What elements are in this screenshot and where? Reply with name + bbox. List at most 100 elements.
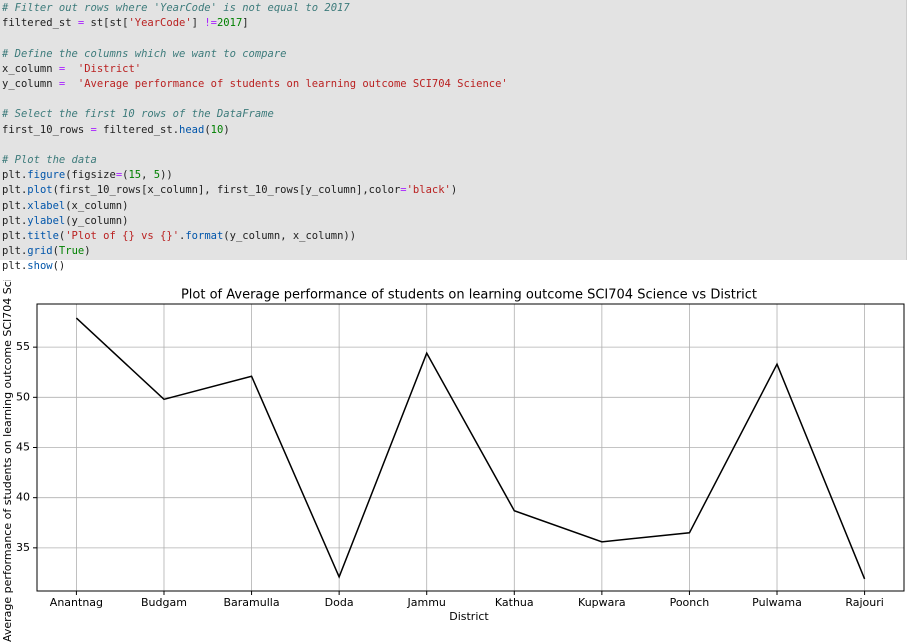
code-token: (x_column) <box>65 199 129 212</box>
code-token: plt. <box>2 245 28 258</box>
y-axis-label: Average performance of students on learn… <box>1 280 14 642</box>
code-token: (first_10_rows[x_column], first_10_rows[… <box>52 184 401 197</box>
code-line: plt.grid(True) <box>2 244 91 259</box>
code-token: plot <box>27 184 53 197</box>
x-tick-label: Jammu <box>407 596 446 609</box>
code-line: # Plot the data <box>2 153 97 168</box>
code-token: 'YearCode' <box>128 17 192 30</box>
code-token: 15 <box>128 169 142 182</box>
code-token: # Define the columns which we want to co… <box>2 47 287 60</box>
code-line: first_10_rows = filtered_st.head(10) <box>2 123 230 138</box>
code-token: 'Average performance of students on lear… <box>77 78 508 90</box>
code-token: = <box>58 62 66 75</box>
code-token: 'Plot of {} vs {}' <box>65 230 180 242</box>
code-token: y_column <box>2 78 59 90</box>
code-line: # Define the columns which we want to co… <box>2 47 286 62</box>
code-token: head <box>179 123 205 136</box>
code-token: ( <box>122 169 129 182</box>
code-token: ) <box>450 184 458 197</box>
code-token: # Plot the data <box>2 154 97 166</box>
x-axis-label: District <box>449 610 489 623</box>
code-token: plt. <box>2 230 28 242</box>
code-token: x_column <box>2 62 59 75</box>
code-token: show <box>27 260 53 273</box>
y-tick-label: 55 <box>16 340 30 353</box>
code-line: y_column = 'Average performance of stude… <box>2 77 508 92</box>
code-line: plt.figure(figsize=(15, 5)) <box>2 168 173 183</box>
code-token: first_10_rows <box>2 123 91 136</box>
code-line: # Select the first 10 rows of the DataFr… <box>2 107 274 122</box>
code-line: x_column = 'District' <box>2 62 141 77</box>
y-tick-label: 45 <box>16 441 30 454</box>
code-line: plt.ylabel(y_column) <box>2 214 128 229</box>
code-token: 10 <box>210 123 224 136</box>
x-tick-label: Anantnag <box>50 596 103 609</box>
code-token: plt. <box>2 169 28 182</box>
code-token: 'District' <box>77 62 142 75</box>
code-token: # Select the first 10 rows of the DataFr… <box>2 108 274 121</box>
code-cell[interactable]: # Filter out rows where 'YearCode' is no… <box>0 0 907 272</box>
code-token: )) <box>160 169 173 182</box>
code-token: grid <box>27 245 53 258</box>
code-token: filtered_st. <box>96 123 180 136</box>
code-token: st[st[ <box>84 17 129 30</box>
code-token: 5 <box>153 169 161 182</box>
x-tick-label: Rajouri <box>845 596 883 609</box>
code-token: (y_column, x_column)) <box>223 230 357 242</box>
x-tick-label: Doda <box>325 596 354 609</box>
code-line: plt.plot(first_10_rows[x_column], first_… <box>2 183 457 198</box>
code-token: != <box>204 17 217 30</box>
code-token: , <box>141 169 154 182</box>
code-token: = <box>90 123 97 136</box>
code-token: plt. <box>2 214 28 227</box>
code-token: = <box>400 184 407 197</box>
code-token: ) <box>223 123 230 136</box>
code-line: plt.title('Plot of {} vs {}'.format(y_co… <box>2 229 356 244</box>
code-token: ( <box>58 230 66 242</box>
data-line <box>75 317 866 580</box>
code-token: ] <box>242 17 249 30</box>
code-token: plt. <box>2 260 28 273</box>
code-token: ylabel <box>27 214 66 227</box>
code-token: (y_column) <box>65 214 129 227</box>
code-token: title <box>27 230 59 242</box>
y-tick-label: 40 <box>16 491 30 504</box>
x-tick-label: Baramulla <box>224 596 280 609</box>
code-token: = <box>77 17 85 30</box>
x-tick-label: Kathua <box>495 596 534 609</box>
code-token: ( <box>52 245 59 258</box>
code-line: plt.show() <box>2 259 65 274</box>
x-tick-label: Pulwama <box>752 596 802 609</box>
y-tick-label: 35 <box>16 541 30 554</box>
chart: Plot of Average performance of students … <box>1 280 905 642</box>
code-token: ) <box>84 245 91 258</box>
code-token: = <box>115 169 123 182</box>
x-tick-label: Kupwara <box>578 596 626 609</box>
code-token: # Filter out rows where 'YearCode' is no… <box>2 2 350 14</box>
code-token: format <box>185 230 224 242</box>
code-line: plt.xlabel(x_column) <box>2 199 128 214</box>
code-token <box>65 78 78 90</box>
code-token: figure <box>27 169 66 182</box>
code-token: () <box>52 260 66 273</box>
code-token: filtered_st <box>2 17 78 30</box>
code-token: ( <box>204 123 211 136</box>
code-token: = <box>58 78 66 90</box>
code-token: plt. <box>2 184 28 197</box>
code-token: 2017 <box>216 17 243 30</box>
y-tick-label: 50 <box>16 390 30 403</box>
x-tick-label: Poonch <box>670 596 710 609</box>
code-line: filtered_st = st[st['YearCode'] !=2017] <box>2 16 249 31</box>
x-tick-label: Budgam <box>141 596 187 609</box>
code-token: xlabel <box>27 199 66 212</box>
plot-frame <box>36 303 905 592</box>
code-token: ] <box>191 17 205 30</box>
code-token: True <box>58 245 85 258</box>
code-line: # Filter out rows where 'YearCode' is no… <box>2 1 350 16</box>
code-token: (figsize <box>65 169 116 182</box>
chart-title: Plot of Average performance of students … <box>181 288 757 303</box>
code-token <box>65 63 78 75</box>
code-token: 'black' <box>406 184 451 197</box>
code-token: plt. <box>2 199 28 212</box>
